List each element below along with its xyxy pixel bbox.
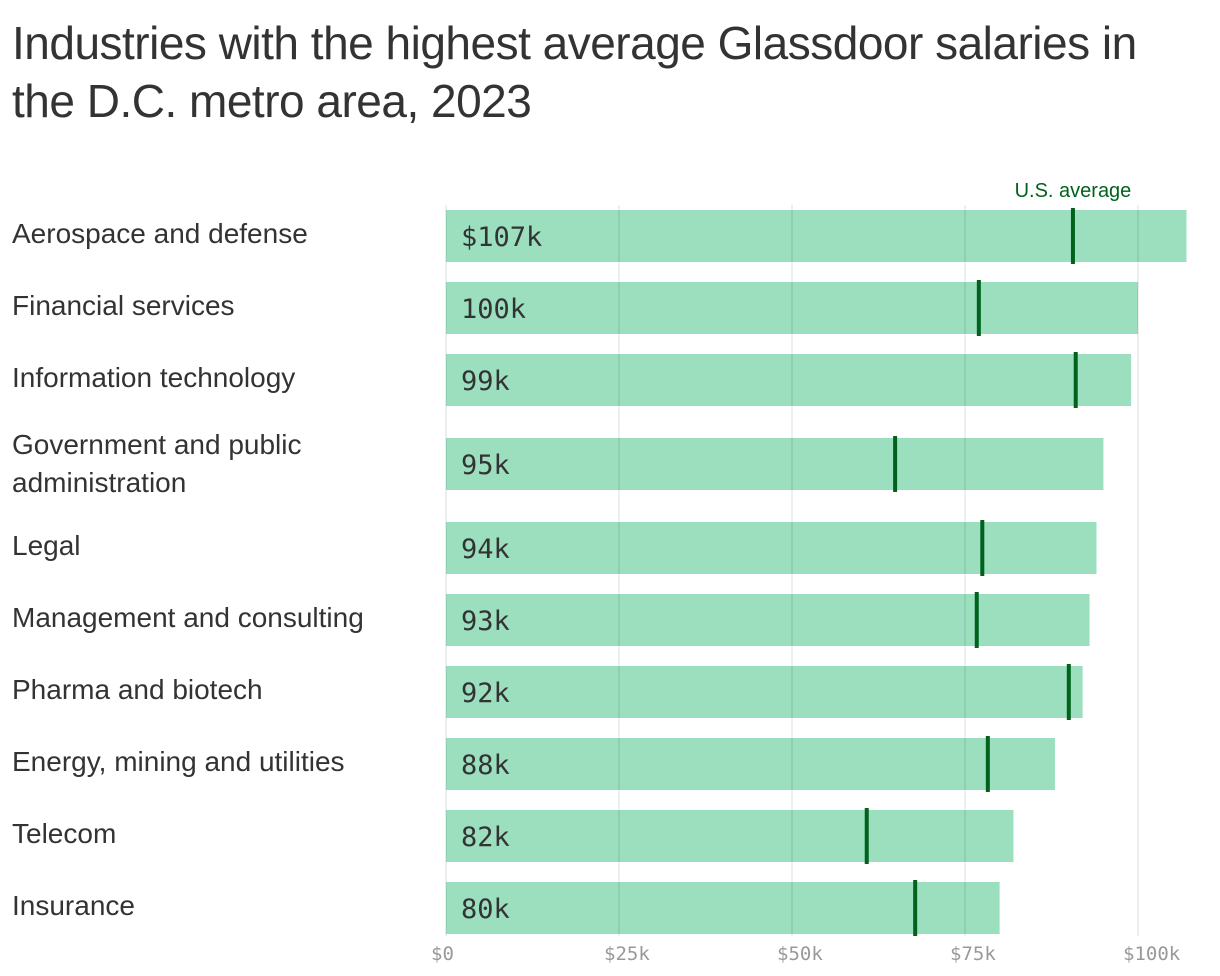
x-tick-label: $0: [431, 943, 454, 965]
us-average-marker: [893, 436, 898, 492]
value-label: 95k: [461, 450, 510, 481]
bar: [446, 810, 1014, 862]
value-label: 80k: [461, 894, 510, 925]
bar: [446, 882, 1000, 934]
us-average-annotation: U.S. average: [1015, 180, 1132, 202]
category-label: Pharma and biotech: [12, 674, 263, 705]
x-tick-label: $50k: [777, 943, 823, 965]
value-label: $107k: [461, 222, 542, 253]
us-average-marker: [976, 280, 981, 336]
category-label: Insurance: [12, 890, 135, 921]
category-label: Legal: [12, 530, 81, 561]
category-label: Management and consulting: [12, 602, 364, 633]
category-label: administration: [12, 467, 186, 498]
bar: [446, 438, 1104, 490]
us-average-marker: [985, 736, 990, 792]
us-average-marker: [913, 880, 918, 936]
us-average-marker: [1066, 664, 1071, 720]
value-label: 100k: [461, 294, 526, 325]
bar: [446, 738, 1055, 790]
bar: [446, 282, 1138, 334]
value-label: 82k: [461, 822, 510, 853]
bar: [446, 210, 1187, 262]
x-tick-label: $75k: [950, 943, 996, 965]
category-label: Telecom: [12, 818, 116, 849]
value-label: 88k: [461, 750, 510, 781]
chart-title: Industries with the highest average Glas…: [12, 17, 1137, 127]
x-tick-label: $100k: [1123, 943, 1181, 965]
category-label: Information technology: [12, 362, 295, 393]
us-average-marker: [1073, 352, 1078, 408]
category-label: Government and public: [12, 429, 302, 460]
us-average-marker: [1070, 208, 1075, 264]
value-label: 93k: [461, 606, 510, 637]
us-average-marker: [864, 808, 869, 864]
bar: [446, 666, 1083, 718]
value-label: 99k: [461, 366, 510, 397]
value-label: 92k: [461, 678, 510, 709]
category-label: Aerospace and defense: [12, 218, 308, 249]
bar: [446, 354, 1132, 406]
x-tick-label: $25k: [604, 943, 650, 965]
category-label: Energy, mining and utilities: [12, 746, 345, 777]
category-label: Financial services: [12, 290, 235, 321]
us-average-marker: [974, 592, 979, 648]
bar: [446, 522, 1097, 574]
us-average-marker: [980, 520, 985, 576]
bar: [446, 594, 1090, 646]
value-label: 94k: [461, 534, 510, 565]
